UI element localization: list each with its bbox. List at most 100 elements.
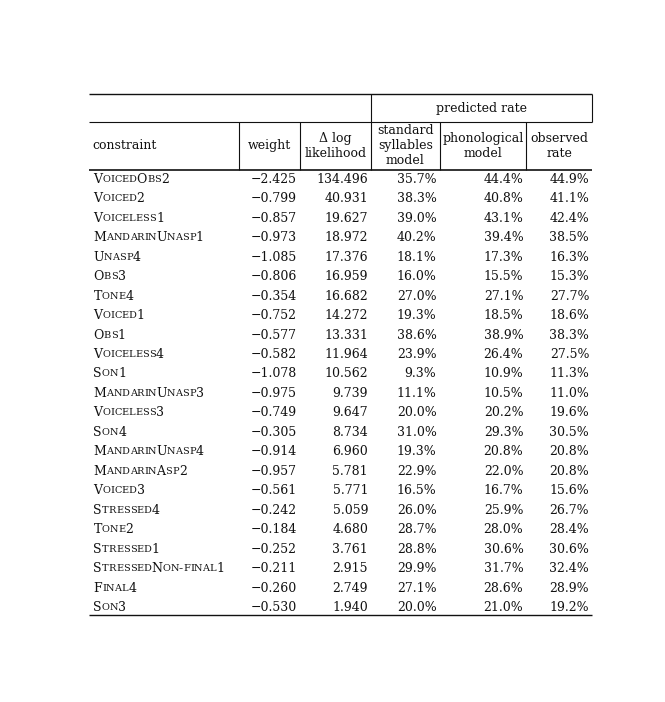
Text: 28.0%: 28.0% <box>483 523 523 536</box>
Text: O: O <box>102 350 110 359</box>
Text: F: F <box>93 581 102 595</box>
Text: T: T <box>93 290 102 303</box>
Text: −0.211: −0.211 <box>251 562 297 575</box>
Text: N: N <box>148 233 156 242</box>
Text: 29.9%: 29.9% <box>397 562 436 575</box>
Text: 4: 4 <box>152 504 160 517</box>
Text: O: O <box>102 175 110 184</box>
Text: D: D <box>122 467 130 476</box>
Text: 11.3%: 11.3% <box>549 367 589 380</box>
Text: phonological
model: phonological model <box>442 132 523 160</box>
Text: N: N <box>110 603 118 612</box>
Text: 11.0%: 11.0% <box>549 387 589 400</box>
Text: 8.734: 8.734 <box>332 426 368 439</box>
Text: A: A <box>176 389 183 398</box>
Text: −0.749: −0.749 <box>251 406 297 419</box>
Text: S: S <box>142 350 150 359</box>
Text: I: I <box>110 350 114 359</box>
Text: weight: weight <box>248 140 291 152</box>
Text: 20.8%: 20.8% <box>483 445 523 458</box>
Text: 27.0%: 27.0% <box>397 290 436 303</box>
Text: O: O <box>93 270 104 283</box>
Text: 20.8%: 20.8% <box>549 445 589 458</box>
Text: −0.242: −0.242 <box>251 504 297 517</box>
Text: N: N <box>148 447 156 456</box>
Text: S: S <box>150 409 156 418</box>
Text: 15.3%: 15.3% <box>549 270 589 283</box>
Text: 6.960: 6.960 <box>332 445 368 458</box>
Text: 38.9%: 38.9% <box>483 329 523 342</box>
Text: I: I <box>144 389 148 398</box>
Text: A: A <box>112 253 120 262</box>
Text: U: U <box>156 231 167 244</box>
Text: D: D <box>144 564 152 573</box>
Text: −0.260: −0.260 <box>251 581 297 595</box>
Text: R: R <box>137 233 144 242</box>
Text: 17.3%: 17.3% <box>483 251 523 264</box>
Text: N: N <box>167 447 176 456</box>
Text: U: U <box>93 251 104 264</box>
Text: 4: 4 <box>125 290 133 303</box>
Text: O: O <box>102 486 110 495</box>
Text: I: I <box>144 467 148 476</box>
Text: O: O <box>102 311 110 320</box>
Text: S: S <box>183 233 190 242</box>
Text: 19.3%: 19.3% <box>397 445 436 458</box>
Text: 27.1%: 27.1% <box>483 290 523 303</box>
Text: A: A <box>176 447 183 456</box>
Text: O: O <box>137 173 147 186</box>
Text: 18.1%: 18.1% <box>396 251 436 264</box>
Text: 19.2%: 19.2% <box>549 601 589 614</box>
Text: 27.5%: 27.5% <box>550 348 589 361</box>
Text: S: S <box>142 214 150 223</box>
Text: 39.0%: 39.0% <box>397 212 436 225</box>
Text: 28.4%: 28.4% <box>549 523 589 536</box>
Text: I: I <box>110 486 114 495</box>
Text: S: S <box>93 426 102 439</box>
Text: O: O <box>102 214 110 223</box>
Text: −0.806: −0.806 <box>251 270 297 283</box>
Text: O: O <box>162 564 170 573</box>
Text: 18.972: 18.972 <box>325 231 368 244</box>
Text: V: V <box>93 192 102 205</box>
Text: S: S <box>120 253 126 262</box>
Text: N: N <box>148 467 156 476</box>
Text: 20.0%: 20.0% <box>397 601 436 614</box>
Text: 40.931: 40.931 <box>325 192 368 205</box>
Text: I: I <box>190 564 194 573</box>
Text: A: A <box>156 465 166 478</box>
Text: −0.799: −0.799 <box>251 192 297 205</box>
Text: 10.5%: 10.5% <box>483 387 523 400</box>
Text: E: E <box>116 505 123 515</box>
Text: N: N <box>113 467 122 476</box>
Text: 1: 1 <box>216 562 224 575</box>
Text: 1: 1 <box>118 367 126 380</box>
Text: V: V <box>93 484 102 497</box>
Text: O: O <box>102 428 110 437</box>
Text: 4: 4 <box>196 445 204 458</box>
Text: 2: 2 <box>125 523 133 536</box>
Text: 13.331: 13.331 <box>324 329 368 342</box>
Text: U: U <box>156 445 167 458</box>
Text: 16.959: 16.959 <box>325 270 368 283</box>
Text: 15.5%: 15.5% <box>483 270 523 283</box>
Text: I: I <box>102 583 106 592</box>
Text: 4: 4 <box>133 251 141 264</box>
Text: S: S <box>183 447 190 456</box>
Text: Δ log
likelihood: Δ log likelihood <box>305 132 366 160</box>
Text: 40.8%: 40.8% <box>483 192 523 205</box>
Text: P: P <box>190 233 196 242</box>
Text: 14.272: 14.272 <box>325 309 368 322</box>
Text: O: O <box>102 603 110 612</box>
Text: N: N <box>167 389 176 398</box>
Text: 16.7%: 16.7% <box>483 484 523 497</box>
Text: R: R <box>137 447 144 456</box>
Text: 40.2%: 40.2% <box>397 231 436 244</box>
Text: N: N <box>113 233 122 242</box>
Text: 38.5%: 38.5% <box>549 231 589 244</box>
Text: 22.9%: 22.9% <box>397 465 436 478</box>
Text: L: L <box>129 214 136 223</box>
Text: 28.7%: 28.7% <box>397 523 436 536</box>
Text: S: S <box>150 350 156 359</box>
Text: −2.425: −2.425 <box>251 173 297 186</box>
